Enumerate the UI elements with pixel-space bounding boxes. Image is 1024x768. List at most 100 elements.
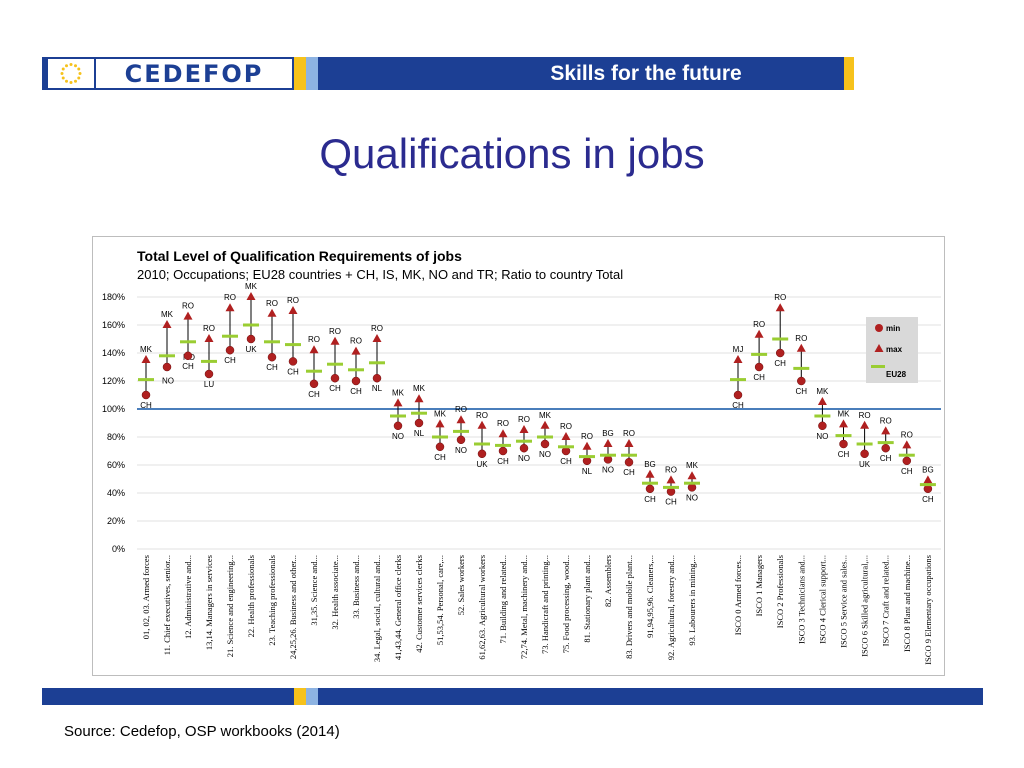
legend-box	[866, 317, 918, 383]
eu28-marker	[814, 414, 831, 418]
x-category-label: 41,43,44. General office clerks	[393, 555, 403, 660]
x-category-label: 71. Building and related...	[498, 555, 508, 644]
min-country-label: CH	[560, 457, 572, 466]
max-point	[372, 334, 382, 342]
min-country-label: CH	[434, 453, 446, 462]
chart-subtitle: 2010; Occupations; EU28 countries + CH, …	[137, 267, 623, 282]
header-stripe-yellow	[294, 57, 306, 90]
min-point	[414, 418, 424, 428]
x-category-label: ISCO 6 Skilled agricultural,...	[860, 555, 870, 657]
max-point	[225, 303, 235, 312]
page-title: Qualifications in jobs	[319, 130, 705, 177]
eu28-marker	[411, 411, 427, 415]
max-country-label: RO	[795, 334, 807, 343]
x-category-label: ISCO 2 Professionals	[775, 555, 785, 628]
max-point	[267, 308, 277, 317]
eu-star	[77, 67, 81, 71]
max-country-label: RO	[497, 419, 509, 428]
eu28-marker	[138, 378, 154, 382]
max-point	[754, 329, 764, 338]
y-tick-label: 100%	[102, 404, 125, 414]
min-point	[645, 484, 655, 494]
eu28-marker	[348, 368, 364, 372]
x-category-label: 34. Legal, social, cultural and...	[372, 555, 382, 662]
max-point	[645, 469, 655, 478]
brand-name: CEDEFOP	[124, 59, 264, 88]
max-point	[687, 471, 697, 480]
max-point	[519, 425, 529, 433]
eu28-marker	[243, 323, 259, 327]
eu28-marker	[474, 442, 490, 446]
x-category-label: 33. Business and...	[351, 555, 361, 619]
eu28-marker	[201, 359, 217, 363]
footer-stripe-yellow	[294, 688, 306, 705]
max-country-label: RO	[665, 465, 677, 474]
x-category-label: 92. Agricultural, forestry and...	[666, 555, 676, 660]
x-category-label: ISCO 4 Clerical support...	[817, 555, 827, 644]
min-country-label: NO	[392, 432, 404, 441]
y-tick-label: 0%	[112, 544, 125, 554]
source-note: Source: Cedefop, OSP workbooks (2014)	[64, 723, 340, 740]
x-category-label: 42. Customer services clerks	[414, 555, 424, 653]
eu28-marker	[730, 378, 746, 382]
x-category-label: 01, 02, 03. Armed forces	[141, 555, 151, 639]
header-stripe-yellow-right	[844, 57, 854, 90]
min-country-label: CH	[266, 363, 278, 372]
max-point	[351, 346, 361, 355]
max-country-label: RO	[581, 432, 593, 441]
eu28-marker	[222, 334, 238, 338]
max-point	[666, 475, 676, 484]
max-point	[330, 336, 340, 345]
eu28-marker	[159, 354, 175, 358]
min-point	[330, 373, 340, 383]
min-point	[204, 369, 214, 379]
min-country-label: CH	[224, 356, 236, 365]
chart-container: Total Level of Qualification Requirement…	[92, 236, 945, 676]
max-point	[288, 306, 298, 314]
legend-min-symbol	[875, 324, 883, 332]
eu28-marker	[306, 369, 322, 373]
x-category-label: 24,25,26. Business and other...	[288, 555, 298, 659]
x-category-label: 22. Health professionals	[246, 555, 256, 637]
header-tagline: Skills for the future	[550, 62, 742, 85]
max-country-label: RO	[476, 411, 488, 420]
x-category-label: 13,14. Managers in services	[204, 555, 214, 650]
min-country-label: CH	[774, 359, 786, 368]
eu28-marker	[877, 441, 894, 445]
legend-max-label: max	[886, 345, 903, 354]
x-category-label: 52. Sales workers	[456, 555, 466, 615]
brand-logo: CEDEFOP	[96, 59, 292, 88]
max-country-label: RO	[560, 422, 572, 431]
y-tick-label: 160%	[102, 320, 125, 330]
eu-star	[74, 79, 77, 83]
max-country-label: RO	[901, 430, 913, 439]
min-country-label: LU	[204, 380, 214, 389]
max-country-label: RO	[371, 324, 383, 333]
eu28-marker	[432, 435, 448, 439]
min-point	[797, 376, 806, 386]
eu28-marker	[369, 361, 385, 365]
x-category-label: 21. Science and engineering...	[225, 555, 235, 657]
min-country-label: CH	[623, 468, 635, 477]
min-point	[288, 357, 298, 366]
max-country-label: BG	[644, 460, 656, 469]
max-point	[162, 320, 172, 328]
x-category-label: 11. Chief executives, senior...	[162, 555, 172, 655]
max-point	[796, 343, 806, 352]
max-point	[204, 334, 214, 342]
max-point	[414, 394, 424, 403]
min-country-label: NO	[518, 454, 530, 463]
eu28-marker	[579, 455, 595, 459]
eu28-marker	[264, 340, 280, 344]
max-point	[435, 419, 445, 428]
footer-bar	[42, 688, 983, 705]
eu28-marker	[558, 445, 574, 449]
max-point	[540, 420, 550, 429]
eu28-marker	[898, 453, 915, 457]
eu28-marker	[600, 453, 616, 457]
min-point	[393, 421, 403, 431]
max-country-label: MK	[161, 310, 174, 319]
eu28-marker	[516, 439, 532, 443]
eu-star	[61, 76, 65, 80]
min-point	[498, 446, 508, 456]
